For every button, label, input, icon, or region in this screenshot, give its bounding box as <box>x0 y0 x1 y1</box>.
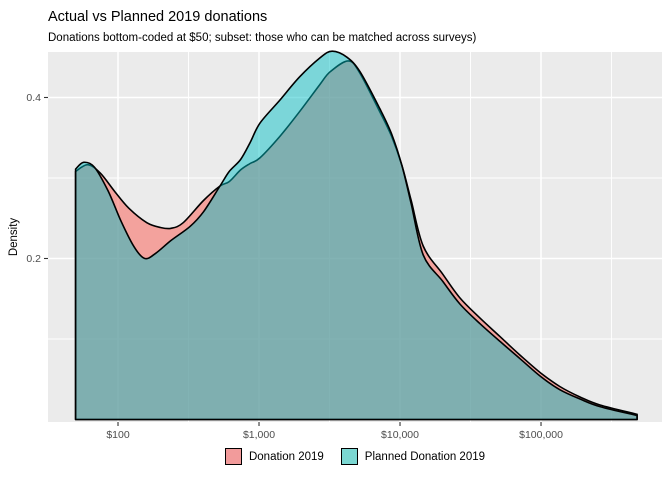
legend: Donation 2019 Planned Donation 2019 <box>48 448 662 465</box>
x-tick-label: $100,000 <box>519 429 563 441</box>
x-tick-label: $1,000 <box>243 429 275 441</box>
x-tick-label: $100 <box>106 429 130 441</box>
legend-swatch <box>340 448 358 465</box>
axis-ticks <box>44 96 542 426</box>
y-axis-title: Density <box>8 217 20 257</box>
x-tick-label: $10,000 <box>381 429 419 441</box>
density-area-planned <box>74 50 638 421</box>
legend-label: Donation 2019 <box>248 450 324 463</box>
y-tick-label: 0.4 <box>26 92 41 104</box>
legend-item-planned: Planned Donation 2019 <box>340 448 486 465</box>
legend-label: Planned Donation 2019 <box>364 450 486 463</box>
legend-item-donation: Donation 2019 <box>224 448 324 465</box>
legend-swatch <box>224 448 242 465</box>
chart-title: Actual vs Planned 2019 donations <box>48 9 268 25</box>
chart-subtitle: Donations bottom-coded at $50; subset: t… <box>48 32 477 44</box>
density-area-donation <box>74 60 638 421</box>
y-tick-label: 0.2 <box>26 253 41 265</box>
